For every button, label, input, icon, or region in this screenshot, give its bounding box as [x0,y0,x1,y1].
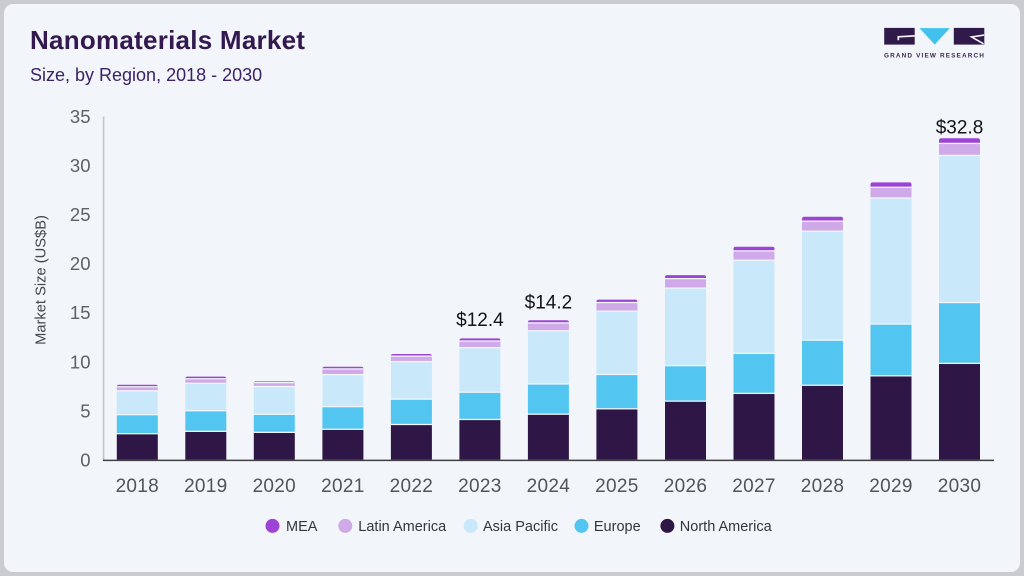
svg-text:35: 35 [70,106,91,127]
svg-text:2028: 2028 [801,476,844,497]
svg-text:2021: 2021 [321,476,364,497]
svg-text:2023: 2023 [458,476,501,497]
svg-text:15: 15 [70,302,91,323]
svg-text:2025: 2025 [595,476,638,497]
svg-text:2024: 2024 [527,476,571,497]
svg-text:20: 20 [70,253,91,274]
svg-text:2022: 2022 [390,476,433,497]
svg-text:Asia Pacific: Asia Pacific [483,519,558,535]
svg-text:2018: 2018 [116,476,159,497]
svg-text:GRAND VIEW RESEARCH: GRAND VIEW RESEARCH [884,52,985,59]
svg-text:Latin America: Latin America [358,519,447,535]
svg-text:Europe: Europe [594,519,641,535]
svg-text:2029: 2029 [869,476,912,497]
svg-text:$14.2: $14.2 [525,293,573,314]
svg-text:$32.8: $32.8 [936,118,984,139]
svg-text:North America: North America [680,519,773,535]
svg-text:2019: 2019 [184,476,227,497]
svg-text:2020: 2020 [253,476,296,497]
svg-text:$12.4: $12.4 [456,310,504,331]
svg-text:30: 30 [70,155,91,176]
svg-text:5: 5 [80,400,90,421]
svg-text:25: 25 [70,204,91,225]
svg-text:2030: 2030 [938,476,981,497]
svg-text:2026: 2026 [664,476,707,497]
svg-text:Market Size (US$B): Market Size (US$B) [34,215,50,345]
svg-text:MEA: MEA [286,519,318,535]
svg-text:0: 0 [80,449,90,470]
svg-text:10: 10 [70,351,91,372]
svg-text:2027: 2027 [732,476,775,497]
